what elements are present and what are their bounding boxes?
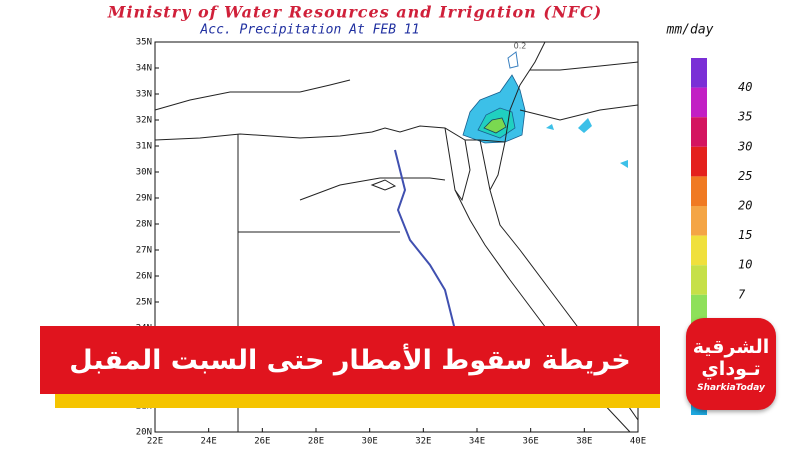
colorbar-label: 10 [738,258,752,272]
lon-label: 28E [308,437,324,447]
lon-label: 24E [201,437,217,447]
lon-label: 36E [523,437,539,447]
lat-label: 25N [136,298,152,308]
lat-label: 29N [136,194,152,204]
lat-label: 27N [136,246,152,256]
colorbar-swatch [691,235,707,266]
map-frame [154,41,639,433]
colorbar-swatch [691,117,707,147]
colorbar-label: 25 [738,169,752,183]
contour-label: 0.2 [514,42,527,51]
lon-label: 40E [630,437,646,447]
colorbar-swatch [691,146,707,177]
colorbar-label: 15 [738,228,752,242]
logo-line: تـوداي [701,357,761,380]
map-subtitle: Acc. Precipitation At FEB 11 [199,23,419,38]
colorbar-label: 40 [738,80,752,94]
lat-label: 26N [136,272,152,282]
colorbar-label: 20 [738,199,752,213]
logo[interactable]: الشرقية تـوداي SharkiaToday [686,318,776,410]
units: mm/day [666,23,714,38]
lon-label: 30E [362,437,378,447]
lat-label: 28N [136,220,152,230]
colorbar-label: 35 [737,110,752,124]
colorbar-label: 7 [738,287,746,301]
headline-banner: خريطة سقوط الأمطار حتى السبت المقبل [40,326,660,394]
lat-label: 31N [136,142,152,152]
colorbar-label: 30 [737,139,752,153]
colorbar-swatch [691,87,707,118]
lat-label: 32N [136,116,152,126]
colorbar-swatch [691,265,707,295]
colorbar-swatch [691,58,707,88]
lat-label: 20N [136,428,152,438]
colorbar-swatch [691,206,707,236]
colorbar-swatch [691,176,707,206]
logo-brand: SharkiaToday [697,382,765,393]
lat-label: 30N [136,168,152,178]
lat-label: 34N [136,64,152,74]
lon-label: 22E [147,437,163,447]
map-title: Ministry of Water Resources and Irrigati… [107,3,603,22]
lat-label: 35N [136,38,152,48]
lon-label: 32E [415,437,431,447]
lon-label: 26E [254,437,270,447]
logo-line: الشرقية [692,335,770,358]
lon-label: 38E [576,437,592,447]
lon-label: 34E [469,437,485,447]
colorbar-swatch [691,294,707,325]
lat-label: 33N [136,90,152,100]
precipitation-area [462,51,628,168]
banner-accent [55,394,660,408]
